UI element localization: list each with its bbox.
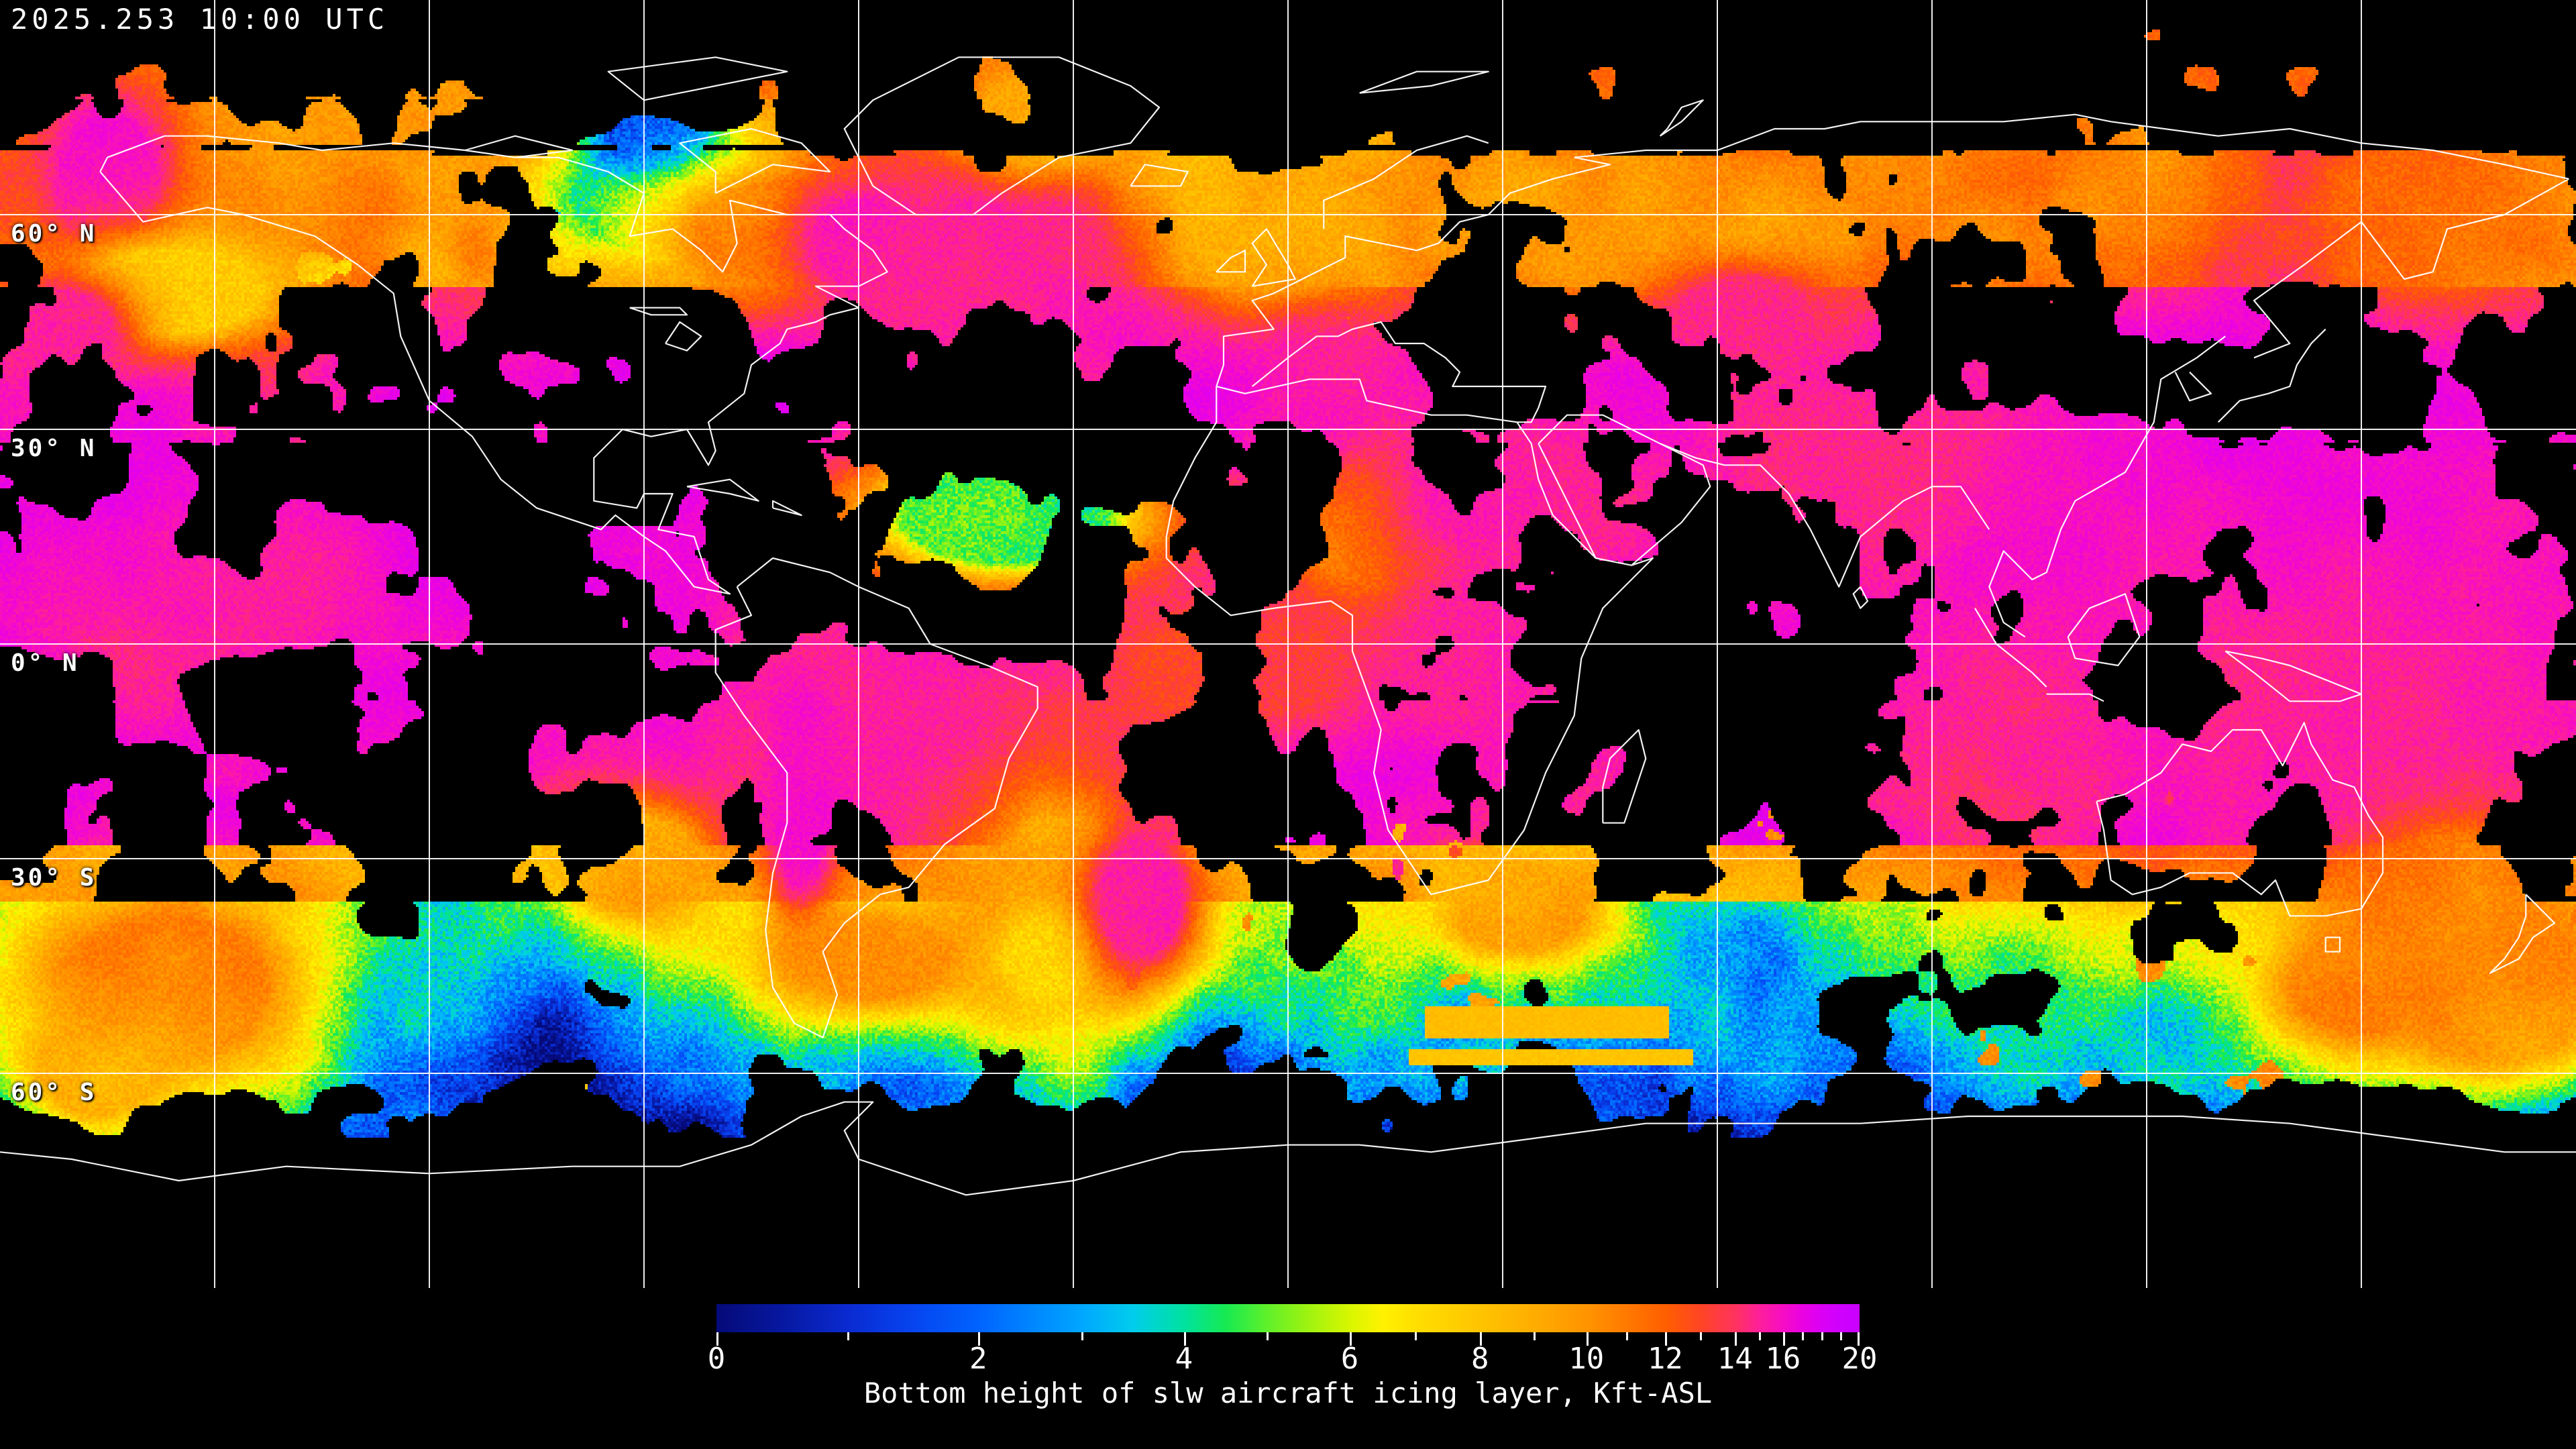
lat-gridline — [0, 858, 2576, 859]
lat-gridline — [0, 429, 2576, 430]
lat-label: 60° S — [11, 1079, 97, 1106]
colorbar-minor-tick — [1081, 1332, 1083, 1340]
colorbar-minor-tick — [1759, 1332, 1762, 1340]
colorbar-tick-label: 4 — [1175, 1342, 1193, 1376]
lat-gridline — [0, 214, 2576, 215]
colorbar-minor-tick — [1821, 1332, 1823, 1340]
colorbar-minor-tick — [1415, 1332, 1417, 1340]
colorbar-tick-label: 2 — [969, 1342, 987, 1376]
coastlines-overlay — [0, 56, 2576, 1196]
colorbar-tick-label: 20 — [1841, 1342, 1878, 1376]
colorbar-minor-tick — [1625, 1332, 1628, 1340]
colorbar-major-tick — [1858, 1332, 1860, 1346]
timestamp-label: 2025.253 10:00 UTC — [11, 3, 389, 36]
colorbar-major-tick — [1586, 1332, 1589, 1346]
colorbar-tick-label: 14 — [1717, 1342, 1753, 1376]
colorbar-major-tick — [1665, 1332, 1668, 1346]
colorbar-major-tick — [978, 1332, 981, 1346]
colorbar-major-tick — [1735, 1332, 1737, 1346]
coastline-path — [0, 56, 2576, 1196]
colorbar-title: Bottom height of slw aircraft icing laye… — [863, 1377, 1713, 1409]
lat-label: 0° N — [11, 649, 80, 677]
colorbar-tick-label: 10 — [1568, 1342, 1605, 1376]
lat-label: 30° N — [11, 435, 97, 462]
colorbar-tick-label: 12 — [1647, 1342, 1683, 1376]
colorbar-major-tick — [1782, 1332, 1785, 1346]
colorbar: 0 2 4 6 8 10 12 14 16 20 — [708, 1304, 1877, 1376]
colorbar-major-tick — [716, 1332, 718, 1346]
colorbar-tick-label: 8 — [1471, 1342, 1489, 1376]
colorbar-minor-tick — [1267, 1332, 1269, 1340]
colorbar-gradient — [716, 1304, 1860, 1332]
colorbar-minor-tick — [1802, 1332, 1805, 1340]
colorbar-minor-tick — [847, 1332, 850, 1340]
lat-gridline — [0, 1073, 2576, 1074]
colorbar-major-tick — [1480, 1332, 1483, 1346]
colorbar-major-tick — [1183, 1332, 1186, 1346]
colorbar-tick-label: 0 — [707, 1342, 726, 1376]
colorbar-major-tick — [1350, 1332, 1352, 1346]
colorbar-tick-label: 16 — [1765, 1342, 1801, 1376]
colorbar-tick-label: 6 — [1340, 1342, 1359, 1376]
lat-label: 30° S — [11, 864, 97, 892]
colorbar-minor-tick — [1840, 1332, 1843, 1340]
colorbar-minor-tick — [1533, 1332, 1536, 1340]
lat-label: 60° N — [11, 220, 97, 248]
colorbar-minor-tick — [1700, 1332, 1703, 1340]
lat-gridline — [0, 643, 2576, 645]
